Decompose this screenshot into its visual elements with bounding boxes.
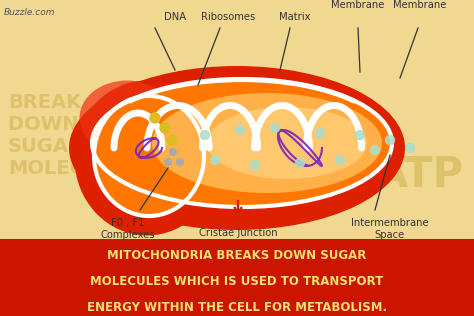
Bar (0, 239, 474, 316)
Circle shape (201, 131, 210, 139)
Text: MOLECULES WHICH IS USED TO TRANSPORT: MOLECULES WHICH IS USED TO TRANSPORT (91, 275, 383, 288)
Circle shape (271, 124, 280, 132)
Text: Cristae Junction: Cristae Junction (199, 228, 277, 238)
Text: Matrix: Matrix (279, 12, 311, 22)
Text: Ribosomes: Ribosomes (201, 12, 255, 22)
Circle shape (170, 149, 176, 155)
Circle shape (164, 159, 172, 166)
Text: Inner
Membrane: Inner Membrane (393, 0, 447, 10)
Circle shape (405, 143, 414, 153)
Circle shape (160, 123, 170, 133)
Ellipse shape (74, 81, 219, 235)
Text: F0 , F1
Complexes: F0 , F1 Complexes (100, 218, 155, 240)
Circle shape (236, 125, 245, 135)
Circle shape (176, 159, 183, 166)
Text: Outer
Membrane: Outer Membrane (331, 0, 385, 10)
Circle shape (371, 145, 380, 155)
Ellipse shape (93, 80, 391, 206)
Circle shape (210, 155, 219, 165)
Circle shape (295, 159, 304, 167)
Text: ENERGY WITHIN THE CELL FOR METABOLISM.: ENERGY WITHIN THE CELL FOR METABOLISM. (87, 301, 387, 313)
Text: Buzzle.com: Buzzle.com (4, 8, 55, 17)
Circle shape (356, 131, 365, 139)
Ellipse shape (207, 107, 367, 179)
Text: DNA: DNA (164, 12, 186, 22)
Ellipse shape (95, 97, 203, 215)
Ellipse shape (80, 81, 174, 155)
Circle shape (316, 129, 325, 137)
Circle shape (167, 135, 177, 145)
Ellipse shape (152, 93, 382, 193)
Text: BREAK
DOWN OF
SUGAR
MOLECULE: BREAK DOWN OF SUGAR MOLECULE (8, 93, 126, 178)
Circle shape (250, 161, 259, 169)
Circle shape (150, 113, 160, 123)
Circle shape (385, 136, 394, 144)
Ellipse shape (69, 66, 405, 230)
Text: ATP: ATP (376, 154, 464, 196)
Text: MITOCHONDRIA BREAKS DOWN SUGAR: MITOCHONDRIA BREAKS DOWN SUGAR (107, 249, 367, 262)
Text: Intermembrane
Space: Intermembrane Space (351, 218, 429, 240)
Circle shape (336, 155, 345, 165)
